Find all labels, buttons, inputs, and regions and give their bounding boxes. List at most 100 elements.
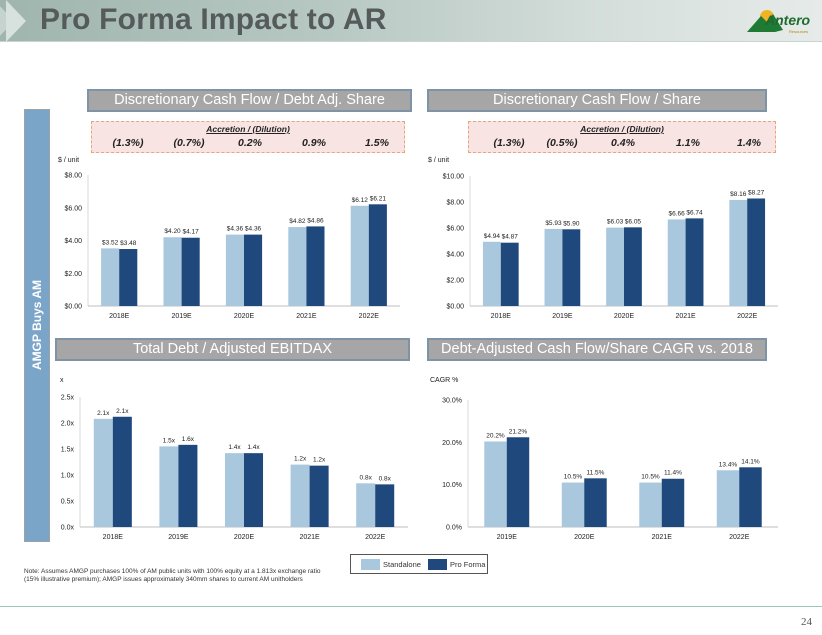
- bar-pro-forma: [584, 478, 607, 527]
- x-tick-label: 2019E: [497, 534, 518, 541]
- y-axis-unit-label: x: [60, 377, 64, 384]
- y-tick-label: $2.00: [446, 278, 464, 285]
- x-tick-label: 2018E: [109, 313, 130, 320]
- bar-standalone: [93, 418, 113, 527]
- side-panel: [24, 109, 50, 542]
- data-label: 13.4%: [719, 461, 738, 468]
- x-tick-label: 2019E: [168, 534, 189, 541]
- y-axis-unit-label: CAGR %: [430, 377, 458, 384]
- bar-pro-forma: [747, 198, 766, 306]
- data-label: $6.05: [625, 218, 642, 225]
- bar-standalone: [544, 228, 563, 306]
- bar-standalone: [729, 199, 748, 306]
- y-tick-label: $6.00: [64, 205, 82, 212]
- x-tick-label: 2021E: [652, 534, 673, 541]
- bar-pro-forma: [244, 234, 263, 306]
- y-tick-label: $2.00: [64, 271, 82, 278]
- x-tick-label: 2022E: [737, 313, 758, 320]
- y-tick-label: 1.5x: [61, 447, 75, 454]
- bar-pro-forma: [309, 465, 329, 527]
- x-tick-label: 2020E: [234, 313, 255, 320]
- y-tick-label: 0.5x: [61, 499, 75, 506]
- chart-dcf-debt-adj-share: $ / unit $0.00 $2.00 $4.00 $6.00 $8.00 $3.52 $3…: [58, 157, 400, 320]
- bar-standalone: [606, 227, 624, 306]
- data-label: 1.6x: [182, 436, 195, 443]
- data-label: 11.4%: [664, 470, 682, 477]
- y-tick-label: $4.00: [64, 238, 82, 245]
- accretion-value: (1.3%): [112, 137, 144, 149]
- chart-debt-ebitdax: x 0.0x 0.5x 1.0x 1.5x 2.0x 2.5x 2.1x 2.1x 2018E 1.…: [60, 377, 408, 541]
- data-label: 20.2%: [486, 432, 505, 439]
- section-title-cagr: Debt-Adjusted Cash Flow/Share CAGR vs. 2…: [427, 338, 767, 361]
- legend-label-standalone: Standalone: [383, 560, 421, 569]
- data-label: $4.86: [307, 217, 324, 224]
- y-tick-label: $8.00: [446, 200, 464, 207]
- y-tick-label: 10.0%: [442, 482, 462, 489]
- y-tick-label: 2.0x: [61, 421, 75, 428]
- bar-standalone: [101, 248, 120, 306]
- x-tick-label: 2020E: [614, 313, 635, 320]
- data-label: 14.1%: [741, 458, 760, 465]
- data-label: $5.93: [545, 220, 562, 227]
- logo-subtext: Resources: [789, 29, 809, 34]
- accretion-value: 0.4%: [611, 137, 635, 149]
- y-tick-label: 0.0%: [446, 525, 462, 532]
- y-tick-label: 30.0%: [442, 398, 462, 405]
- accretion-title: Accretion / (Dilution): [206, 124, 290, 134]
- y-tick-label: $6.00: [446, 226, 464, 233]
- data-label: $6.03: [607, 219, 624, 226]
- y-tick-label: $8.00: [64, 173, 82, 180]
- accretion-title: Accretion / (Dilution): [580, 124, 664, 134]
- data-label: 1.5x: [163, 437, 176, 444]
- data-label: $5.90: [563, 220, 580, 227]
- data-label: 1.4x: [247, 444, 260, 451]
- x-tick-label: 2018E: [491, 313, 512, 320]
- y-tick-label: 2.5x: [61, 395, 75, 402]
- y-tick-label: 1.0x: [61, 473, 75, 480]
- data-label: 2.1x: [97, 410, 110, 417]
- bar-pro-forma: [500, 242, 519, 306]
- y-tick-label: $10.00: [443, 174, 465, 181]
- bar-pro-forma: [178, 444, 198, 527]
- y-tick-label: $4.00: [446, 252, 464, 259]
- x-tick-label: 2022E: [729, 534, 750, 541]
- accretion-value: (1.3%): [493, 137, 525, 149]
- data-label: 0.8x: [360, 474, 373, 481]
- data-label: 10.5%: [641, 474, 660, 481]
- data-label: $6.74: [686, 209, 703, 216]
- data-label: $4.17: [183, 229, 200, 236]
- footer-divider: [0, 606, 822, 607]
- bar-standalone: [225, 234, 244, 306]
- bar-pro-forma: [375, 484, 395, 527]
- bar-standalone: [561, 482, 585, 527]
- data-label: $3.52: [102, 239, 119, 246]
- bar-standalone: [163, 237, 182, 306]
- x-tick-label: 2019E: [552, 313, 573, 320]
- bar-pro-forma: [506, 437, 530, 527]
- bar-standalone: [484, 441, 507, 527]
- data-label: $4.82: [289, 218, 306, 225]
- chevron-decoration: [6, 0, 26, 42]
- section-title-dcf-share: Discretionary Cash Flow / Share: [427, 89, 767, 112]
- bar-pro-forma: [112, 416, 132, 527]
- bar-pro-forma: [685, 218, 704, 306]
- data-label: 1.2x: [294, 456, 307, 463]
- x-tick-label: 2021E: [299, 534, 320, 541]
- bar-standalone: [639, 482, 662, 527]
- bar-standalone: [356, 483, 376, 527]
- chart-dcf-share: $ / unit $0.00 $2.00 $4.00 $6.00 $8.00 $10.00 $…: [428, 157, 778, 320]
- bar-standalone: [482, 241, 501, 306]
- accretion-value: 1.1%: [676, 137, 700, 149]
- data-label: 0.8x: [379, 475, 392, 482]
- chart-cagr: CAGR % 0.0% 10.0% 20.0% 30.0% 20.2% 21.2% 2019E…: [430, 377, 778, 541]
- accretion-value: 0.2%: [238, 137, 262, 149]
- data-label: $4.36: [227, 226, 244, 233]
- legend-swatch-pro-forma: [428, 559, 447, 570]
- x-tick-label: 2020E: [574, 534, 595, 541]
- data-label: $3.48: [120, 240, 137, 247]
- slide-title: Pro Forma Impact to AR: [40, 3, 387, 36]
- y-tick-label: $0.00: [446, 304, 464, 311]
- chart-legend: Standalone Pro Forma: [350, 554, 488, 574]
- accretion-value: (0.7%): [173, 137, 205, 149]
- bar-standalone: [350, 205, 369, 306]
